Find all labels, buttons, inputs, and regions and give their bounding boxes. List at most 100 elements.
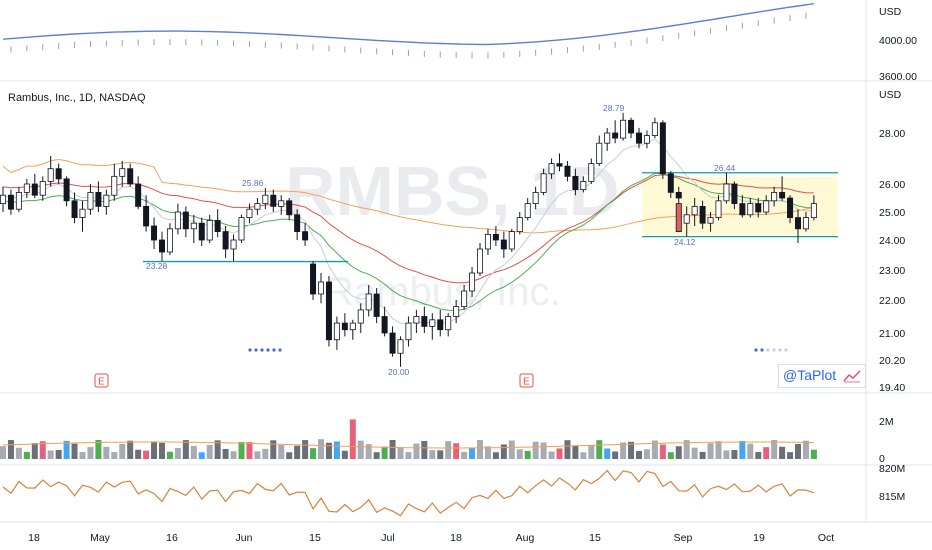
price-axis-tick: 19.40 bbox=[879, 382, 905, 394]
candle bbox=[707, 212, 714, 232]
earnings-marker[interactable]: E bbox=[519, 373, 534, 388]
volume-bar bbox=[310, 448, 317, 459]
candle bbox=[325, 276, 332, 347]
candle bbox=[636, 127, 643, 149]
volume-bar bbox=[572, 445, 579, 459]
company-watermark: Rambus, Inc. bbox=[325, 270, 561, 314]
candle-body bbox=[397, 339, 404, 354]
time-axis-tick: 18 bbox=[28, 532, 40, 544]
volume-bar bbox=[779, 446, 786, 459]
candle bbox=[158, 231, 165, 261]
volume-bar bbox=[262, 448, 269, 459]
candle bbox=[683, 206, 690, 237]
candle-body bbox=[310, 263, 317, 295]
volume-bar bbox=[397, 447, 404, 459]
chart-legend-title: Rambus, Inc., 1D, NASDAQ bbox=[8, 92, 146, 104]
candle bbox=[484, 228, 491, 255]
candle bbox=[349, 319, 356, 340]
time-axis: 18 May 16 Jun 15 Jul 18 Aug 15 Sep 19 Oct bbox=[28, 532, 834, 544]
candle bbox=[214, 209, 221, 238]
signal-dot bbox=[766, 348, 770, 352]
volume-bar bbox=[604, 448, 611, 459]
candle bbox=[508, 228, 515, 252]
volume-bar bbox=[270, 440, 277, 459]
candle-body bbox=[79, 208, 86, 218]
volume-bar bbox=[628, 441, 635, 459]
candle-body bbox=[103, 194, 110, 207]
candle bbox=[119, 161, 126, 187]
candle bbox=[532, 186, 539, 210]
candle-body bbox=[540, 173, 547, 193]
candle bbox=[135, 176, 142, 210]
volume-bar bbox=[206, 444, 213, 459]
volume-bar bbox=[357, 440, 364, 459]
low-label: 24.12 bbox=[674, 237, 696, 247]
volume-bar bbox=[437, 450, 444, 459]
candle-body bbox=[739, 203, 746, 216]
index-pane bbox=[2, 3, 814, 59]
candle-body bbox=[437, 319, 444, 331]
candle-body bbox=[492, 233, 499, 241]
candle bbox=[771, 186, 778, 207]
candle bbox=[747, 198, 754, 218]
candle bbox=[659, 120, 666, 179]
candle-body bbox=[55, 168, 62, 180]
candle-body bbox=[731, 183, 738, 205]
volume-bar bbox=[477, 440, 483, 459]
candle-body bbox=[174, 211, 181, 230]
taplot-badge[interactable]: @TaPlot bbox=[778, 364, 866, 388]
candle bbox=[763, 195, 770, 215]
high-label: 25.86 bbox=[242, 178, 264, 188]
candle bbox=[628, 117, 635, 139]
candle bbox=[699, 200, 706, 229]
volume-bar bbox=[238, 442, 245, 459]
candle-body bbox=[548, 163, 555, 175]
candle-body bbox=[333, 322, 340, 341]
candle-body bbox=[572, 175, 579, 191]
candle bbox=[421, 306, 428, 333]
candle-body bbox=[206, 219, 213, 241]
volume-bar bbox=[135, 449, 142, 459]
candle-body bbox=[500, 239, 507, 250]
volume-bar bbox=[675, 446, 682, 459]
volume-bar bbox=[699, 451, 706, 459]
volume-bar bbox=[532, 441, 539, 459]
signal-dot bbox=[772, 348, 776, 352]
volume-bar bbox=[548, 451, 555, 459]
candle-body bbox=[143, 205, 150, 227]
high-label: 26.44 bbox=[714, 163, 736, 173]
time-axis-tick: 16 bbox=[166, 532, 178, 544]
candle bbox=[174, 203, 181, 235]
candle-body bbox=[71, 200, 78, 219]
volume-bar bbox=[23, 451, 30, 459]
volume-pane bbox=[0, 419, 817, 459]
candle bbox=[787, 195, 794, 224]
price-axis-tick: 21.00 bbox=[879, 328, 905, 340]
candle bbox=[333, 316, 340, 350]
candle bbox=[651, 117, 658, 139]
candle bbox=[715, 195, 722, 221]
candle bbox=[111, 163, 118, 201]
candle-body bbox=[158, 239, 165, 253]
candle-body bbox=[771, 191, 778, 202]
candle bbox=[166, 223, 173, 255]
candle bbox=[254, 198, 261, 215]
candle-body bbox=[556, 163, 563, 167]
index-line bbox=[2, 3, 814, 46]
candle bbox=[71, 192, 78, 224]
candle bbox=[691, 198, 698, 226]
volume-bar bbox=[7, 440, 14, 459]
volume-bar bbox=[667, 452, 674, 459]
candle-body bbox=[151, 225, 158, 241]
volume-bar bbox=[47, 450, 54, 459]
candle bbox=[620, 112, 627, 141]
candle bbox=[317, 273, 324, 304]
time-axis-tick: Jul bbox=[381, 532, 394, 544]
volume-bar bbox=[620, 442, 627, 459]
earnings-marker[interactable]: E bbox=[94, 373, 109, 388]
volume-bar bbox=[63, 440, 70, 459]
candle-body bbox=[810, 203, 817, 219]
candle-body bbox=[476, 248, 483, 274]
volume-bar bbox=[349, 419, 356, 459]
volume-bar bbox=[278, 444, 285, 459]
